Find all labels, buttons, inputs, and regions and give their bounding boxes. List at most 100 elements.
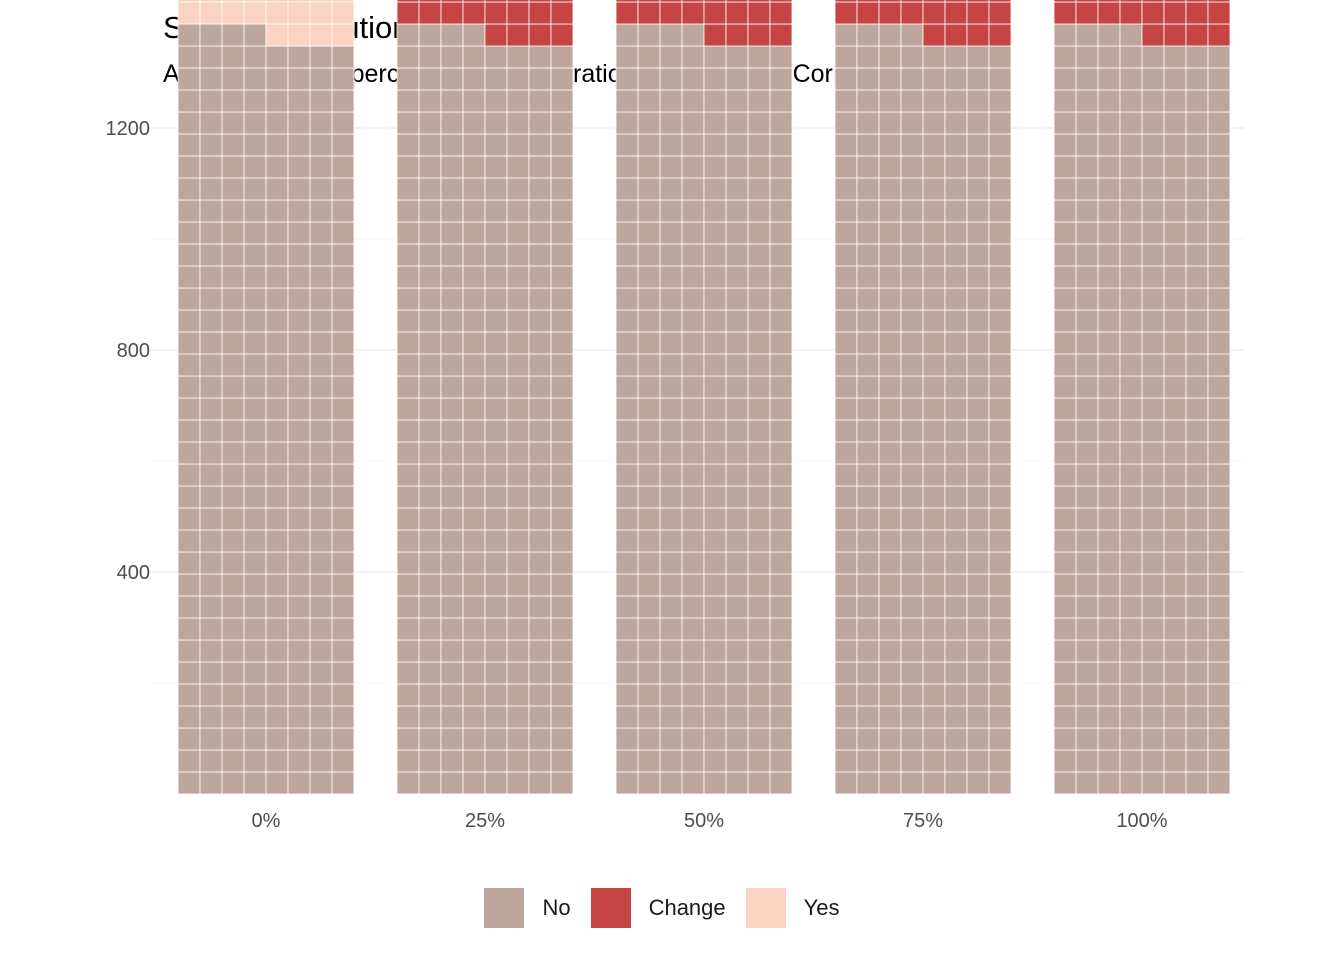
waffle-cell-yes — [331, 1, 355, 25]
waffle-cell-no — [199, 133, 223, 157]
waffle-cell-no — [309, 485, 333, 509]
waffle-cell-no — [1075, 529, 1099, 553]
waffle-cell-no — [1207, 243, 1231, 267]
waffle-cell-change — [681, 0, 705, 3]
waffle-cell-no — [396, 375, 420, 399]
waffle-cell-no — [1119, 683, 1143, 707]
waffle-cell-no — [550, 67, 574, 91]
waffle-cell-no — [856, 67, 880, 91]
waffle-cell-no — [1207, 771, 1231, 795]
waffle-cell-no — [550, 573, 574, 597]
waffle-cell-no — [1119, 287, 1143, 311]
waffle-cell-no — [878, 221, 902, 245]
waffle-cell-no — [1053, 771, 1077, 795]
waffle-cell-no — [199, 441, 223, 465]
waffle-cell-no — [747, 727, 771, 751]
waffle-cell-no — [988, 287, 1012, 311]
waffle-cell-no — [1141, 177, 1165, 201]
waffle-cell-no — [900, 265, 924, 289]
waffle-cell-no — [1097, 639, 1121, 663]
waffle-cell-no — [177, 639, 201, 663]
waffle-cell-no — [396, 177, 420, 201]
waffle-cell-no — [1097, 133, 1121, 157]
waffle-cell-no — [221, 749, 245, 773]
waffle-cell-no — [834, 155, 858, 179]
waffle-cell-no — [199, 23, 223, 47]
legend-label: No — [542, 895, 571, 920]
waffle-cell-no — [550, 661, 574, 685]
waffle-cell-no — [528, 177, 552, 201]
waffle-cell-no — [1097, 419, 1121, 443]
waffle-cell-no — [747, 771, 771, 795]
waffle-cell-no — [900, 617, 924, 641]
waffle-cell-no — [856, 243, 880, 267]
waffle-cell-no — [506, 375, 530, 399]
waffle-cell-no — [834, 111, 858, 135]
waffle-cell-no — [703, 441, 727, 465]
waffle-cell-no — [703, 265, 727, 289]
waffle-cell-no — [1141, 89, 1165, 113]
waffle-cell-no — [221, 243, 245, 267]
waffle-cell-no — [418, 485, 442, 509]
waffle-cell-no — [309, 617, 333, 641]
waffle-cell-no — [725, 111, 749, 135]
waffle-cell-no — [309, 177, 333, 201]
waffle-cell-no — [396, 617, 420, 641]
waffle-cell-no — [243, 45, 267, 69]
waffle-cell-no — [550, 265, 574, 289]
waffle-cell-no — [1141, 111, 1165, 135]
waffle-cell-no — [769, 67, 793, 91]
waffle-cell-no — [1185, 111, 1209, 135]
waffle-cell-no — [484, 727, 508, 751]
waffle-cell-no — [265, 727, 289, 751]
waffle-cell-no — [834, 67, 858, 91]
waffle-cell-no — [265, 705, 289, 729]
waffle-cell-no — [1163, 111, 1187, 135]
waffle-cell-no — [528, 705, 552, 729]
waffle-cell-no — [484, 551, 508, 575]
waffle-cell-no — [440, 133, 464, 157]
waffle-cell-no — [1119, 265, 1143, 289]
waffle-cell-no — [309, 265, 333, 289]
waffle-cell-no — [659, 243, 683, 267]
waffle-cell-no — [681, 551, 705, 575]
waffle-cell-no — [922, 177, 946, 201]
waffle-cell-no — [199, 463, 223, 487]
waffle-cell-no — [550, 45, 574, 69]
waffle-cell-no — [199, 111, 223, 135]
waffle-cell-no — [878, 199, 902, 223]
waffle-cell-no — [221, 485, 245, 509]
waffle-cell-no — [462, 485, 486, 509]
waffle-cell-no — [418, 199, 442, 223]
waffle-cell-no — [769, 419, 793, 443]
waffle-cell-no — [966, 177, 990, 201]
waffle-cell-no — [1119, 771, 1143, 795]
legend-label: Yes — [803, 895, 840, 920]
waffle-cell-no — [725, 243, 749, 267]
waffle-cell-no — [637, 529, 661, 553]
waffle-cell-no — [615, 111, 639, 135]
waffle-cell-no — [177, 529, 201, 553]
waffle-cell-no — [484, 111, 508, 135]
waffle-cell-no — [331, 243, 355, 267]
waffle-cell-no — [528, 265, 552, 289]
waffle-cell-no — [966, 155, 990, 179]
waffle-cell-no — [900, 89, 924, 113]
waffle-cell-no — [1185, 727, 1209, 751]
waffle-cell-no — [396, 595, 420, 619]
waffle-cell-no — [177, 507, 201, 531]
waffle-cell-no — [1141, 67, 1165, 91]
waffle-cell-no — [177, 771, 201, 795]
waffle-cell-no — [681, 397, 705, 421]
waffle-cell-no — [528, 221, 552, 245]
waffle-cell-change — [550, 1, 574, 25]
waffle-cell-no — [221, 353, 245, 377]
x-axis-ticks: 0% 25% 50% 75% 100% — [252, 810, 1168, 832]
waffle-cell-no — [637, 199, 661, 223]
waffle-cell-no — [1075, 111, 1099, 135]
waffle-cell-no — [177, 331, 201, 355]
waffle-cell-change — [922, 1, 946, 25]
waffle-cell-no — [637, 485, 661, 509]
waffle-cell-no — [243, 705, 267, 729]
